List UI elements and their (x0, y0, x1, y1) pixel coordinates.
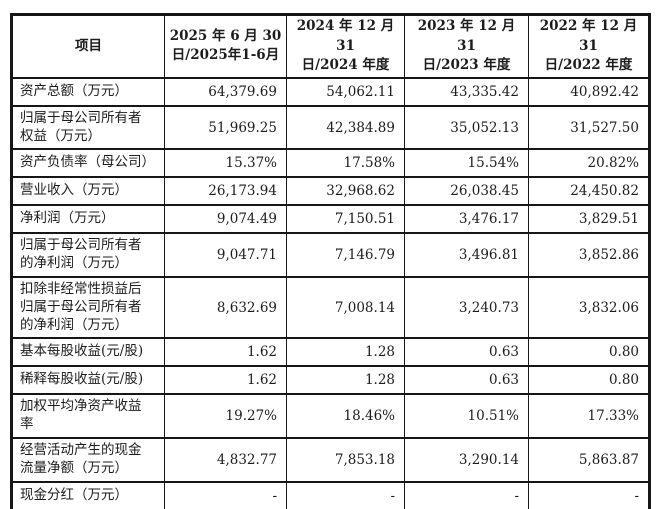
value-cell: 20.82% (528, 148, 650, 179)
column-header-item: 项目 (11, 13, 165, 79)
value-cell: 1.28 (286, 337, 405, 368)
table-row: 现金分红（万元） - - - - (11, 480, 650, 509)
value-cell: - (528, 480, 650, 509)
value-cell: 54,062.11 (286, 76, 405, 107)
column-header-2022: 2022 年 12 月 31 日/2022 年度 (528, 13, 650, 79)
value-cell: 64,379.69 (164, 76, 287, 107)
row-label: 加权平均净资产收益 率 (11, 393, 165, 439)
row-label: 现金分红（万元） (11, 480, 165, 509)
value-cell: 8,632.69 (164, 275, 287, 340)
value-cell: 18.46% (286, 393, 405, 439)
row-label: 资产总额（万元） (11, 76, 165, 107)
value-cell: 5,863.87 (528, 437, 650, 483)
value-cell: 9,074.49 (164, 204, 287, 235)
value-cell: 7,150.51 (286, 204, 405, 235)
table-body: 资产总额（万元） 64,379.69 54,062.11 43,335.42 40,89… (11, 76, 650, 509)
value-cell: 1.28 (286, 365, 405, 396)
value-cell: 1.62 (164, 337, 287, 368)
value-cell: 31,527.50 (528, 104, 650, 151)
value-cell: - (404, 480, 529, 509)
row-label: 经营活动产生的现金 流量净额（万元） (11, 437, 165, 483)
value-cell: 51,969.25 (164, 104, 287, 151)
row-label: 基本每股收益(元/股) (11, 337, 165, 368)
table-row: 扣除非经常性损益后 归属于母公司所有者 的净利润（万元） 8,632.69 7,00… (11, 275, 650, 340)
value-cell: 0.63 (404, 337, 529, 368)
table-row: 经营活动产生的现金 流量净额（万元） 4,832.77 7,853.18 3,290.… (11, 437, 650, 483)
value-cell: - (286, 480, 405, 509)
column-header-2024: 2024 年 12 月 31 日/2024 年度 (286, 13, 405, 79)
column-header-2025: 2025 年 6 月 30 日/2025年1-6月 (164, 13, 287, 79)
header-row: 项目 2025 年 6 月 30 日/2025年1-6月 2024 年 12 月… (11, 13, 650, 79)
table-row: 稀释每股收益(元/股) 1.62 1.28 0.63 0.80 (11, 365, 650, 396)
value-cell: 15.54% (404, 148, 529, 179)
table-row: 营业收入（万元） 26,173.94 32,968.62 26,038.45 24,45… (11, 176, 650, 207)
table-row: 归属于母公司所有者 的净利润（万元） 9,047.71 7,146.79 3,496.… (11, 232, 650, 278)
financial-indicators-table: 项目 2025 年 6 月 30 日/2025年1-6月 2024 年 12 月… (10, 13, 651, 509)
table-row: 加权平均净资产收益 率 19.27% 18.46% 10.51% 17.33% (11, 393, 650, 439)
value-cell: 0.80 (528, 337, 650, 368)
value-cell: 3,852.86 (528, 232, 650, 278)
value-cell: 15.37% (164, 148, 287, 179)
value-cell: - (164, 480, 287, 509)
row-label: 资产负债率（母公司） (11, 148, 165, 179)
column-header-2023: 2023 年 12 月 31 日/2023 年度 (404, 13, 529, 79)
value-cell: 40,892.42 (528, 76, 650, 107)
value-cell: 3,496.81 (404, 232, 529, 278)
row-label: 扣除非经常性损益后 归属于母公司所有者 的净利润（万元） (11, 275, 165, 340)
value-cell: 10.51% (404, 393, 529, 439)
table-row: 净利润（万元） 9,074.49 7,150.51 3,476.17 3,829.51 (11, 204, 650, 235)
value-cell: 19.27% (164, 393, 287, 439)
row-label: 稀释每股收益(元/股) (11, 365, 165, 396)
value-cell: 26,038.45 (404, 176, 529, 207)
value-cell: 17.33% (528, 393, 650, 439)
value-cell: 7,008.14 (286, 275, 405, 340)
value-cell: 4,832.77 (164, 437, 287, 483)
value-cell: 3,290.14 (404, 437, 529, 483)
value-cell: 1.62 (164, 365, 287, 396)
value-cell: 3,476.17 (404, 204, 529, 235)
value-cell: 43,335.42 (404, 76, 529, 107)
value-cell: 7,146.79 (286, 232, 405, 278)
table-row: 归属于母公司所有者 权益（万元） 51,969.25 42,384.89 35,052… (11, 104, 650, 151)
row-label: 归属于母公司所有者 权益（万元） (11, 104, 165, 151)
value-cell: 7,853.18 (286, 437, 405, 483)
table-row: 基本每股收益(元/股) 1.62 1.28 0.63 0.80 (11, 337, 650, 368)
value-cell: 35,052.13 (404, 104, 529, 151)
value-cell: 17.58% (286, 148, 405, 179)
table-header: 项目 2025 年 6 月 30 日/2025年1-6月 2024 年 12 月… (11, 13, 650, 79)
value-cell: 32,968.62 (286, 176, 405, 207)
table-row: 资产负债率（母公司） 15.37% 17.58% 15.54% 20.82% (11, 148, 650, 179)
value-cell: 0.80 (528, 365, 650, 396)
value-cell: 24,450.82 (528, 176, 650, 207)
value-cell: 3,240.73 (404, 275, 529, 340)
value-cell: 3,829.51 (528, 204, 650, 235)
row-label: 归属于母公司所有者 的净利润（万元） (11, 232, 165, 278)
row-label: 净利润（万元） (11, 204, 165, 235)
value-cell: 0.63 (404, 365, 529, 396)
value-cell: 9,047.71 (164, 232, 287, 278)
value-cell: 26,173.94 (164, 176, 287, 207)
value-cell: 42,384.89 (286, 104, 405, 151)
table-row: 资产总额（万元） 64,379.69 54,062.11 43,335.42 40,89… (11, 76, 650, 107)
value-cell: 3,832.06 (528, 275, 650, 340)
row-label: 营业收入（万元） (11, 176, 165, 207)
